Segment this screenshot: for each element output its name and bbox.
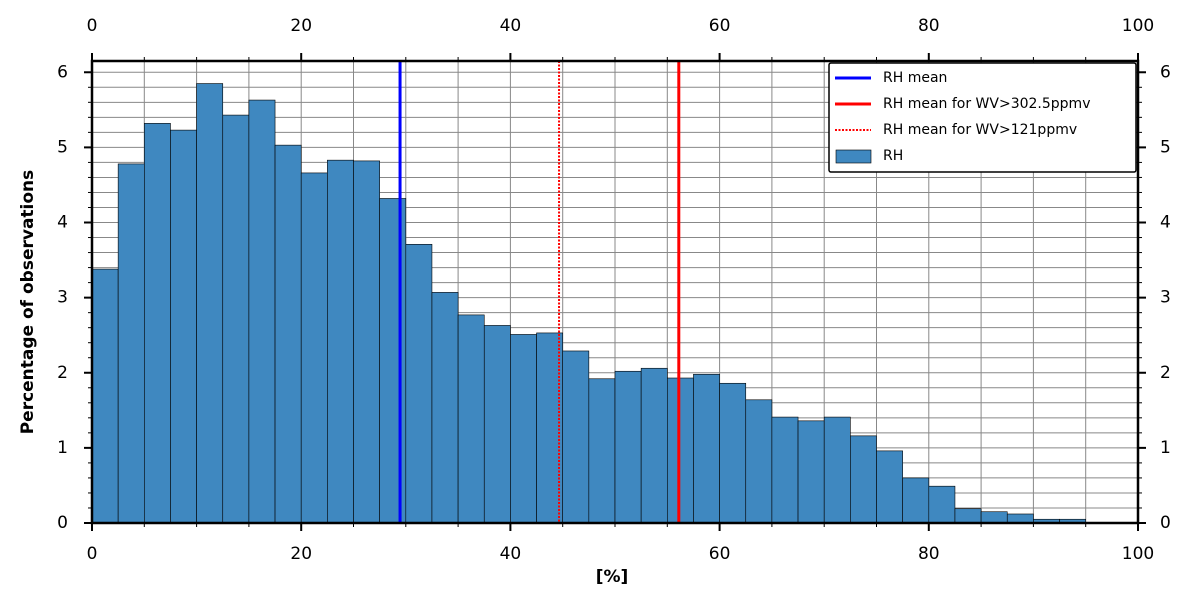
bar: [902, 477, 930, 524]
y-tick-label: 4: [57, 213, 68, 233]
bar: [379, 198, 407, 524]
legend-label: RH mean for WV>121ppmv: [883, 122, 1077, 138]
x-tick-label-top: 40: [500, 16, 522, 36]
y-tick-label-right: 6: [1160, 62, 1171, 82]
bar: [431, 292, 459, 524]
y-tick-label: 5: [57, 137, 68, 157]
y-tick-label-right: 5: [1160, 137, 1171, 157]
x-axis-label: [%]: [596, 567, 629, 587]
bar: [510, 334, 537, 524]
x-tick-label-top: 100: [1122, 16, 1154, 36]
bar: [536, 332, 563, 524]
bar: [640, 367, 668, 524]
bar: [954, 508, 982, 524]
x-tick-label-top: 20: [290, 16, 312, 36]
bar: [222, 114, 250, 524]
legend-label: RH mean: [883, 70, 947, 86]
y-tick-label-right: 0: [1160, 513, 1171, 533]
x-tick-label-top: 0: [87, 16, 98, 36]
x-tick-label: 80: [918, 544, 940, 564]
y-tick-label-right: 4: [1160, 213, 1171, 233]
y-tick-label-right: 2: [1160, 363, 1171, 383]
bar: [144, 123, 171, 524]
bar: [405, 243, 433, 524]
bar: [588, 378, 616, 524]
y-tick-label-right: 1: [1160, 438, 1171, 458]
y-tick-label: 6: [57, 62, 68, 82]
bar: [980, 511, 1008, 524]
bar: [483, 325, 511, 524]
plot-frame: [90, 59, 1140, 525]
bar: [928, 485, 956, 524]
x-tick-label: 60: [709, 544, 731, 564]
bar: [170, 129, 197, 524]
x-tick-label: 0: [87, 544, 98, 564]
bar: [327, 159, 354, 524]
bar: [562, 350, 590, 524]
bar: [91, 268, 119, 524]
bar: [693, 373, 720, 524]
bar: [823, 416, 851, 524]
bar: [274, 144, 302, 524]
x-tick-label: 100: [1122, 544, 1154, 564]
x-tick-label: 40: [500, 544, 522, 564]
y-tick-label: 3: [57, 288, 68, 308]
bar: [1006, 513, 1034, 524]
bar: [797, 420, 825, 524]
bar: [719, 382, 747, 524]
bar: [745, 399, 773, 524]
y-tick-label: 2: [57, 363, 68, 383]
legend-label: RH mean for WV>302.5ppmv: [883, 96, 1090, 112]
legend: RH mean RH mean for WV>302.5ppmv RH mean f…: [828, 62, 1137, 173]
x-tick-label: 20: [290, 544, 312, 564]
y-axis-label: Percentage of observations: [18, 170, 38, 435]
bar: [771, 416, 799, 524]
bar: [300, 172, 328, 524]
bar: [850, 435, 877, 524]
bar: [117, 163, 145, 524]
x-tick-label-top: 60: [709, 16, 731, 36]
legend-box: [828, 62, 1137, 173]
bar: [457, 314, 485, 524]
y-tick-label-right: 3: [1160, 288, 1171, 308]
legend-swatch: [835, 149, 872, 164]
bar: [248, 99, 276, 524]
y-tick-label: 1: [57, 438, 68, 458]
x-tick-label-top: 80: [918, 16, 940, 36]
bar: [196, 83, 224, 524]
bar: [666, 377, 694, 524]
y-tick-label: 0: [57, 513, 68, 533]
bar: [614, 370, 642, 524]
bar: [353, 160, 380, 524]
legend-label: RH: [883, 148, 903, 164]
bar: [876, 450, 903, 524]
